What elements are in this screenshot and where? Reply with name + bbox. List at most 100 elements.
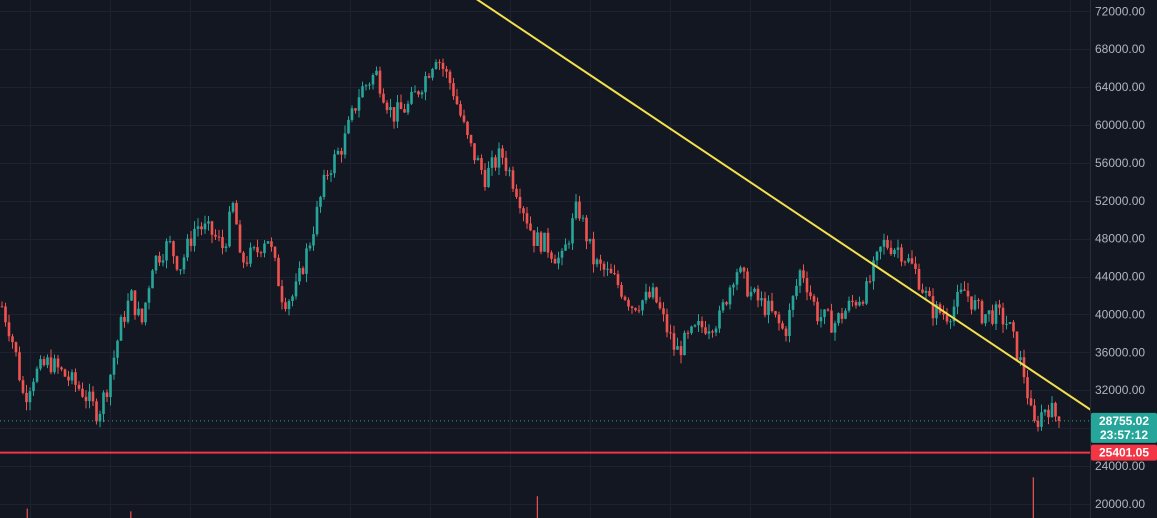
candle-body (830, 310, 833, 333)
grid-lines (0, 0, 1090, 518)
candle-body (987, 310, 991, 315)
candle-body (448, 71, 452, 84)
candle-body (420, 92, 424, 95)
candle-body (525, 213, 529, 224)
candle-body (529, 223, 532, 231)
candle-body (81, 388, 84, 397)
candle-body (252, 247, 256, 249)
candle-body (945, 314, 949, 322)
candle-body (550, 252, 553, 259)
candle-body (74, 372, 77, 385)
candle-body (350, 108, 354, 120)
y-tick-label: 56000.00 (1095, 156, 1145, 170)
candle-body (210, 221, 214, 235)
candle-body (231, 202, 235, 212)
candle-body (42, 359, 46, 366)
candle-body (651, 287, 655, 298)
candle-body (816, 301, 819, 322)
candle-body (732, 284, 735, 288)
support-price-box (1091, 444, 1157, 461)
candle-body (280, 286, 284, 303)
candle-body (438, 62, 441, 64)
candle-body (1005, 323, 1008, 325)
candle-body (77, 384, 81, 389)
candle-body (609, 268, 613, 274)
candle-body (861, 301, 865, 304)
candle-body (368, 84, 371, 86)
candle-body (116, 340, 119, 358)
candle-body (245, 262, 249, 264)
candle-body (851, 300, 854, 303)
candle-body (1008, 322, 1012, 324)
candle-body (105, 392, 109, 398)
candle-body (585, 217, 588, 242)
candle-body (378, 70, 382, 94)
candle-body (389, 107, 392, 111)
candles (0, 58, 1061, 432)
candle-body (889, 247, 893, 255)
candle-body (1043, 409, 1047, 413)
candle-body (445, 68, 448, 72)
candle-body (21, 380, 25, 393)
candle-body (560, 250, 564, 258)
candle-body (620, 285, 623, 297)
candle-body (308, 245, 312, 249)
candle-body (102, 392, 105, 414)
candle-body (238, 224, 242, 253)
candle-body (263, 243, 266, 254)
candle-body (1054, 402, 1057, 417)
candle-body (382, 93, 385, 103)
candle-body (914, 263, 917, 269)
candle-body (35, 368, 39, 382)
candle-body (112, 357, 116, 375)
candle-body (119, 317, 123, 341)
candle-body (679, 346, 683, 356)
candle-body (406, 103, 410, 113)
candle-body (844, 310, 847, 319)
candle-body (588, 238, 592, 242)
candle-body (833, 323, 837, 333)
candle-body (203, 223, 207, 230)
y-tick-label: 72000.00 (1095, 4, 1145, 18)
candle-body (158, 255, 161, 263)
candle-body (1019, 357, 1022, 360)
candle-body (942, 312, 945, 315)
candle-body (4, 306, 7, 323)
candle-body (168, 241, 172, 243)
candle-body (301, 268, 305, 274)
candle-body (648, 291, 651, 298)
candle-body (970, 296, 973, 310)
candle-body (28, 391, 32, 403)
candle-body (875, 251, 879, 261)
candle-body (466, 121, 469, 136)
candle-body (935, 304, 938, 319)
overlays (0, 0, 1157, 456)
candle-body (952, 306, 956, 322)
candle-body (455, 96, 459, 105)
candle-body (483, 169, 487, 188)
candle-body (1047, 409, 1050, 418)
candle-body (574, 201, 578, 219)
candle-body (931, 296, 935, 319)
candle-body (847, 300, 851, 311)
candle-body (795, 285, 798, 297)
candle-body (221, 237, 224, 249)
candle-body (858, 301, 861, 306)
candle-body (494, 157, 497, 168)
candle-body (84, 396, 88, 402)
price-axis[interactable]: 72000.00 68000.00 64000.00 60000.00 56000.00… (1095, 4, 1145, 510)
candle-body (249, 247, 252, 264)
y-tick-label: 68000.00 (1095, 42, 1145, 56)
candle-body (165, 241, 168, 261)
candle-body (886, 239, 889, 248)
candle-body (515, 188, 518, 197)
candle-body (826, 309, 830, 311)
candle-body (980, 301, 984, 324)
candle-body (777, 314, 781, 324)
candle-body (473, 143, 476, 161)
candle-body (900, 247, 903, 262)
candle-body (354, 108, 357, 111)
